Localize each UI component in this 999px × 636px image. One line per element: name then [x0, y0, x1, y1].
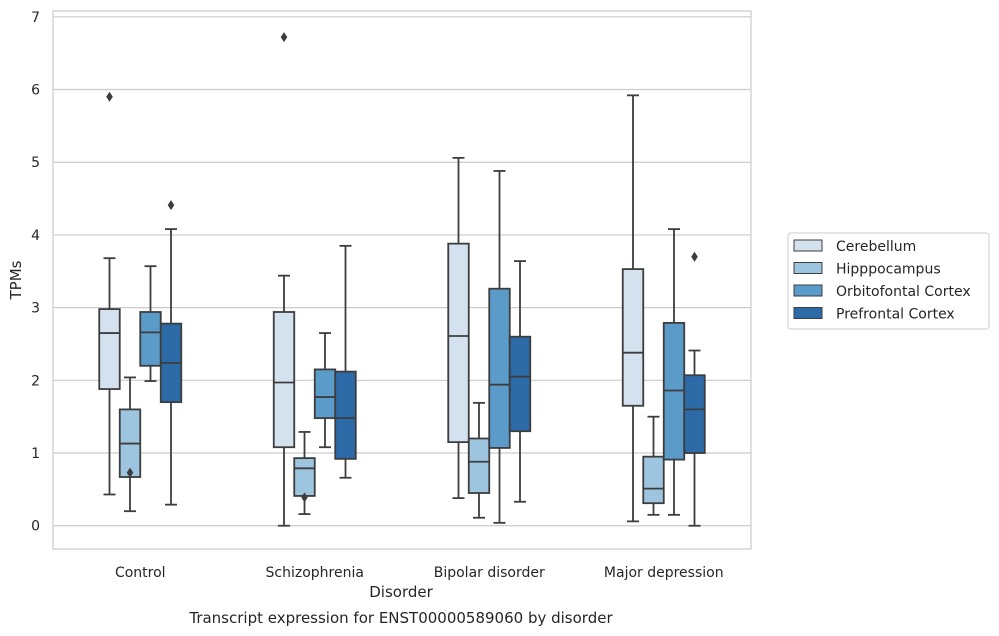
box-body — [313, 368, 337, 420]
y-tick-label-6: 6 — [31, 83, 40, 99]
box-body — [488, 287, 511, 449]
outlier-point — [691, 251, 698, 262]
box-0-0 — [98, 91, 121, 496]
outlier-point — [126, 467, 134, 478]
y-tick-label-0: 0 — [31, 519, 40, 535]
box-0-1 — [272, 32, 296, 527]
box-0-2 — [447, 156, 470, 500]
box-1-3 — [642, 415, 665, 516]
legend-label-1: Hipppocampus — [836, 262, 941, 278]
x-tick-label-3: Major depression — [604, 565, 724, 581]
outlier-point — [280, 32, 288, 43]
y-tick-label-1: 1 — [31, 446, 40, 462]
box-3-3 — [683, 251, 706, 527]
box-body — [139, 311, 162, 367]
box-1-2 — [467, 401, 491, 519]
y-tick-label-4: 4 — [31, 228, 40, 244]
box-body — [272, 311, 296, 449]
box-body — [467, 437, 491, 494]
box-2-1 — [313, 332, 337, 449]
outlier-point — [106, 91, 113, 102]
outlier-point — [301, 492, 308, 503]
legend-swatch-0 — [793, 239, 823, 252]
legend: Cerebellum Hipppocampus Orbitofontal Corte… — [787, 232, 990, 330]
box-3-1 — [334, 244, 357, 479]
legend-label-2: Orbitofontal Cortex — [836, 284, 971, 300]
box-body — [98, 308, 121, 390]
x-tick-label-1: Schizophrenia — [266, 565, 364, 581]
box-2-2 — [488, 170, 511, 524]
box-body — [683, 374, 706, 454]
box-0-3 — [621, 94, 645, 523]
y-axis-label: TPMs — [7, 260, 25, 300]
figure-caption: Transcript expression for ENST0000058906… — [188, 609, 613, 627]
box-1-0 — [118, 376, 142, 513]
outlier-point — [167, 200, 175, 211]
x-tick-label-2: Bipolar disorder — [434, 565, 545, 581]
y-tick-label-5: 5 — [31, 155, 40, 171]
box-body — [334, 370, 357, 460]
box-3-0 — [159, 200, 183, 506]
plot-frame — [52, 10, 752, 550]
box-body — [642, 455, 665, 505]
legend-frame — [787, 232, 990, 330]
legend-swatch-3 — [793, 307, 823, 319]
box-3-2 — [508, 260, 532, 503]
y-tick-label-3: 3 — [31, 301, 40, 317]
box-body — [447, 242, 470, 444]
boxes — [98, 32, 706, 527]
box-2-0 — [139, 265, 162, 382]
legend-label-3: Prefrontal Cortex — [836, 307, 955, 323]
y-tick-label-7: 7 — [31, 10, 40, 26]
box-body — [293, 457, 316, 497]
x-axis-label: Disorder — [369, 583, 433, 601]
x-tick-label-0: Control — [115, 565, 166, 581]
y-tick-labels: 0 1 2 3 4 5 6 7 — [31, 10, 40, 535]
legend-swatch-1 — [793, 262, 823, 274]
legend-swatch-2 — [793, 284, 823, 297]
legend-label-0: Cerebellum — [836, 239, 916, 255]
box-1-1 — [293, 431, 316, 516]
y-tick-label-2: 2 — [31, 373, 40, 389]
x-tick-labels: Control Schizophrenia Bipolar disorder Majo… — [115, 565, 724, 581]
box-body — [508, 335, 532, 433]
box-body — [621, 268, 645, 407]
